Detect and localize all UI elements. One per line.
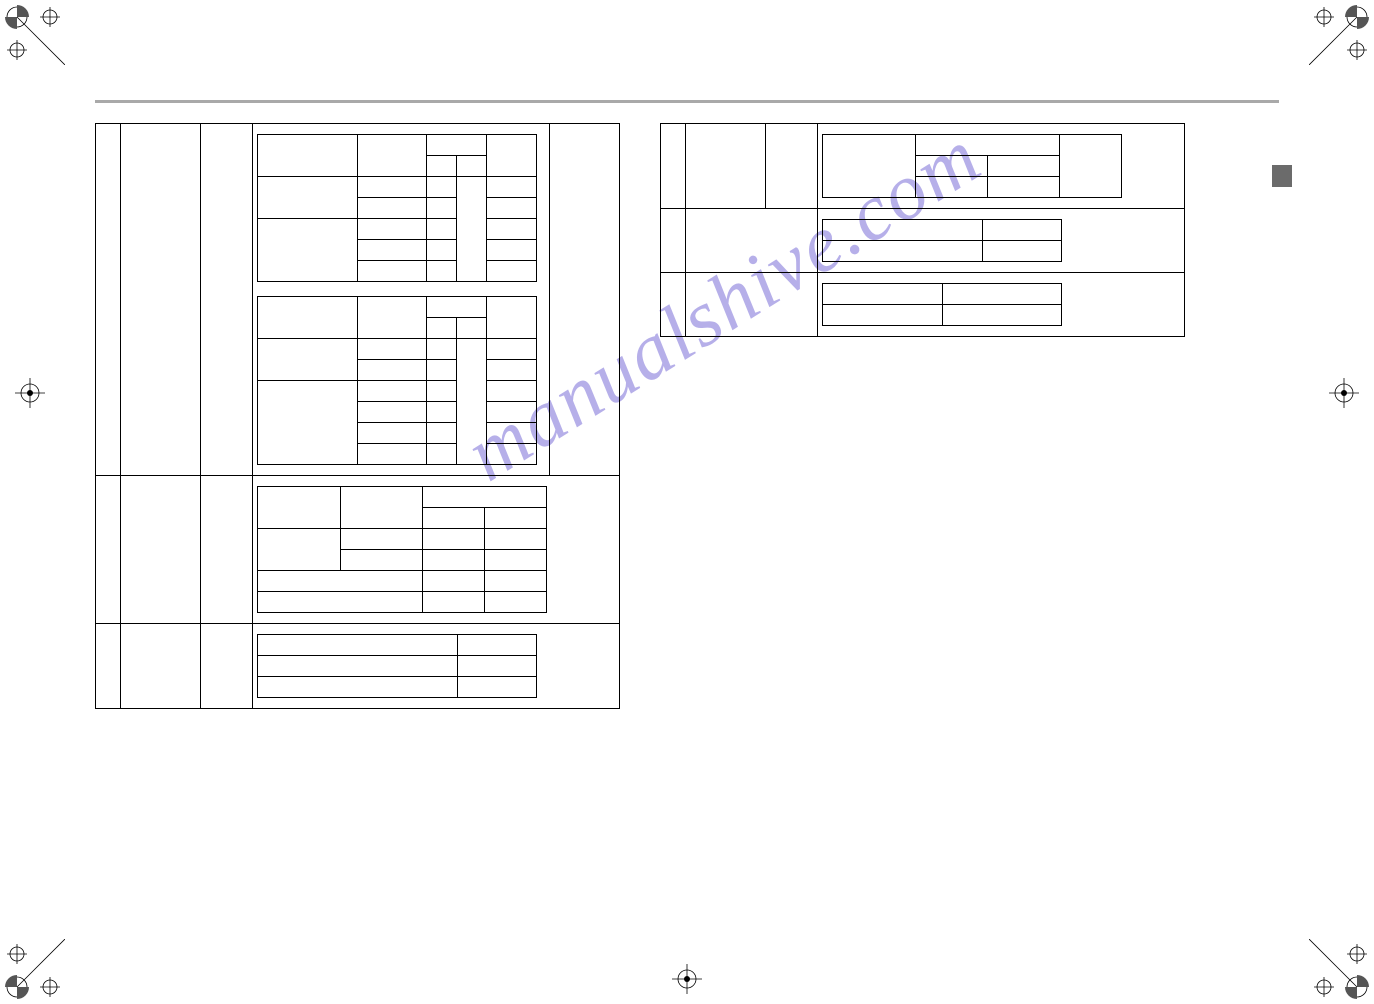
inner-table [257, 634, 537, 698]
cell [661, 273, 686, 337]
inner-table [257, 296, 537, 465]
cell [818, 124, 1185, 209]
cell [686, 124, 766, 209]
cell [201, 476, 253, 624]
crop-mark-bottom-right [1309, 939, 1369, 999]
inner-table [822, 283, 1062, 326]
cell [201, 624, 253, 709]
cell [121, 476, 201, 624]
cell [686, 209, 818, 273]
cell [253, 124, 550, 476]
page-content [95, 100, 1279, 709]
crop-mark-mid-left [15, 378, 45, 408]
cell [96, 476, 121, 624]
inner-table [257, 486, 547, 613]
cell [253, 476, 620, 624]
spec-table-right [660, 123, 1185, 337]
cell [121, 624, 201, 709]
cell [201, 124, 253, 476]
cell [818, 273, 1185, 337]
header-rule [95, 100, 1279, 103]
cell [253, 624, 620, 709]
cell [121, 124, 201, 476]
inner-table [257, 134, 537, 282]
crop-mark-bottom-center [672, 964, 702, 994]
right-column [660, 123, 1185, 709]
cell [96, 624, 121, 709]
cell [661, 124, 686, 209]
spec-table-left [95, 123, 620, 709]
cell [661, 209, 686, 273]
left-column [95, 123, 620, 709]
crop-mark-mid-right [1329, 378, 1359, 408]
cell [96, 124, 121, 476]
cell [766, 124, 818, 209]
crop-mark-bottom-left [5, 939, 65, 999]
inner-table [822, 134, 1122, 198]
cell [686, 273, 818, 337]
inner-table [822, 219, 1062, 262]
crop-mark-top-left [5, 5, 65, 65]
cell [818, 209, 1185, 273]
crop-mark-top-right [1309, 5, 1369, 65]
cell [550, 124, 620, 476]
